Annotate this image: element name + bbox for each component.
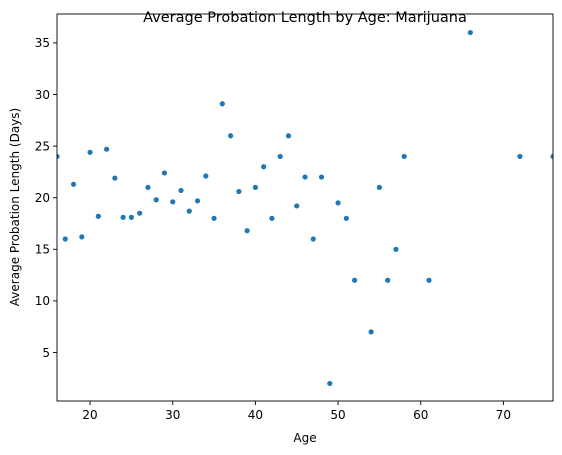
data-point bbox=[517, 153, 523, 160]
data-point bbox=[318, 174, 325, 180]
x-tick-label: 70 bbox=[496, 408, 511, 422]
data-point bbox=[112, 175, 118, 181]
data-point bbox=[145, 184, 151, 190]
x-tick-label: 60 bbox=[413, 408, 428, 422]
x-tick-label: 30 bbox=[165, 408, 180, 422]
data-point bbox=[219, 101, 225, 107]
x-tick-label: 20 bbox=[82, 408, 97, 422]
data-point bbox=[368, 329, 374, 335]
data-point bbox=[128, 214, 134, 220]
data-point bbox=[120, 214, 126, 220]
data-point bbox=[153, 197, 159, 203]
data-point bbox=[137, 210, 143, 216]
y-tick-label: 25 bbox=[35, 139, 50, 153]
plot-area bbox=[57, 14, 553, 401]
data-point bbox=[327, 380, 333, 387]
data-point bbox=[87, 149, 93, 155]
y-axis-label: Average Probation Length (Days) bbox=[8, 108, 22, 306]
y-tick-label: 30 bbox=[35, 88, 50, 102]
x-axis-ticks: 20 30 40 50 60 70 bbox=[82, 401, 511, 422]
data-point bbox=[186, 208, 192, 214]
data-points bbox=[57, 29, 553, 387]
y-tick-label: 20 bbox=[35, 191, 50, 205]
data-point bbox=[261, 164, 267, 170]
x-tick-label: 40 bbox=[248, 408, 263, 422]
data-point bbox=[170, 199, 176, 205]
x-axis-label: Age bbox=[293, 431, 316, 445]
y-tick-label: 35 bbox=[35, 36, 50, 50]
plot-frame bbox=[56, 13, 554, 402]
data-point bbox=[294, 203, 300, 209]
data-point bbox=[203, 173, 209, 179]
data-point bbox=[277, 153, 283, 160]
chart-title: Average Probation Length by Age: Marijua… bbox=[143, 10, 467, 26]
data-point bbox=[79, 234, 85, 240]
data-point bbox=[401, 153, 407, 160]
data-point bbox=[269, 215, 275, 221]
data-point bbox=[244, 228, 250, 234]
data-point bbox=[343, 215, 349, 221]
data-point bbox=[228, 133, 234, 139]
y-axis-ticks: 5 10 15 20 25 30 35 bbox=[35, 36, 57, 360]
data-point bbox=[62, 236, 68, 242]
data-point bbox=[252, 184, 258, 190]
data-point bbox=[70, 181, 77, 187]
data-point bbox=[310, 236, 316, 242]
data-point bbox=[426, 277, 432, 283]
data-point bbox=[236, 188, 242, 195]
data-point bbox=[178, 187, 184, 194]
x-tick-label: 50 bbox=[330, 408, 345, 422]
y-tick-label: 15 bbox=[35, 243, 50, 257]
data-point bbox=[194, 198, 201, 204]
data-point bbox=[104, 146, 110, 152]
data-point bbox=[352, 277, 358, 283]
data-point bbox=[550, 153, 553, 160]
data-point bbox=[467, 29, 473, 36]
y-tick-label: 5 bbox=[42, 346, 50, 360]
data-point bbox=[285, 133, 292, 139]
data-point bbox=[302, 174, 308, 180]
data-point bbox=[211, 215, 217, 221]
data-point bbox=[335, 200, 341, 206]
data-point bbox=[385, 277, 391, 283]
data-point bbox=[95, 213, 101, 219]
y-tick-label: 10 bbox=[35, 294, 50, 308]
data-point bbox=[393, 246, 399, 252]
data-point bbox=[376, 184, 382, 190]
data-point bbox=[161, 170, 168, 176]
data-point bbox=[57, 153, 60, 160]
